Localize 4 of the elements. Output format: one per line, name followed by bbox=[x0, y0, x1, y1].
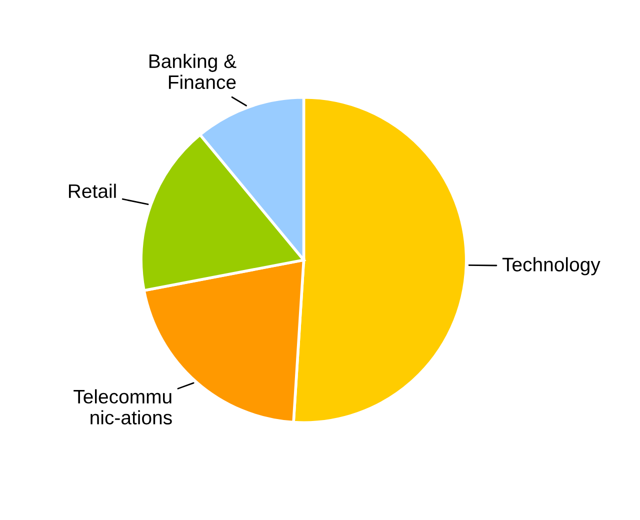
slice-label: Technology bbox=[502, 257, 600, 276]
slice-label: Retail bbox=[68, 184, 116, 198]
slice-label: Telecommu nic-ations bbox=[74, 389, 172, 424]
slice-label: Banking & Finance bbox=[150, 54, 236, 90]
